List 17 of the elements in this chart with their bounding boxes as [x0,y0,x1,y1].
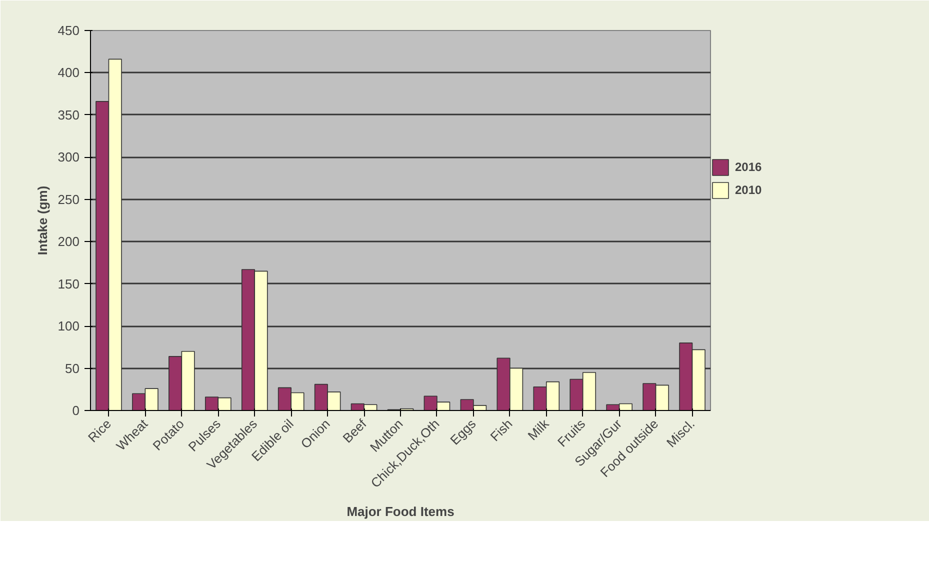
y-axis-title: Intake (gm) [34,186,50,256]
y-tick-label: 400 [58,65,80,80]
y-tick-label: 250 [58,192,80,207]
y-tick-label: 450 [58,23,80,38]
legend-label: 2010 [735,183,763,197]
x-tick-label: Fish [487,416,516,444]
y-tick-label: 150 [58,276,80,292]
legend-label: 2016 [735,160,763,174]
y-tick-label: 350 [58,107,80,122]
y-tick-label: 50 [65,360,80,376]
x-tick-label: Rice [85,416,114,446]
x-axis-title: Major Food Items [346,504,454,519]
x-tick-label: Milk [524,416,552,444]
y-tick-label: 100 [58,318,80,334]
y-tick-label: 200 [58,234,80,250]
y-tick-label: 300 [58,150,80,165]
y-tick-label: 0 [72,403,80,418]
